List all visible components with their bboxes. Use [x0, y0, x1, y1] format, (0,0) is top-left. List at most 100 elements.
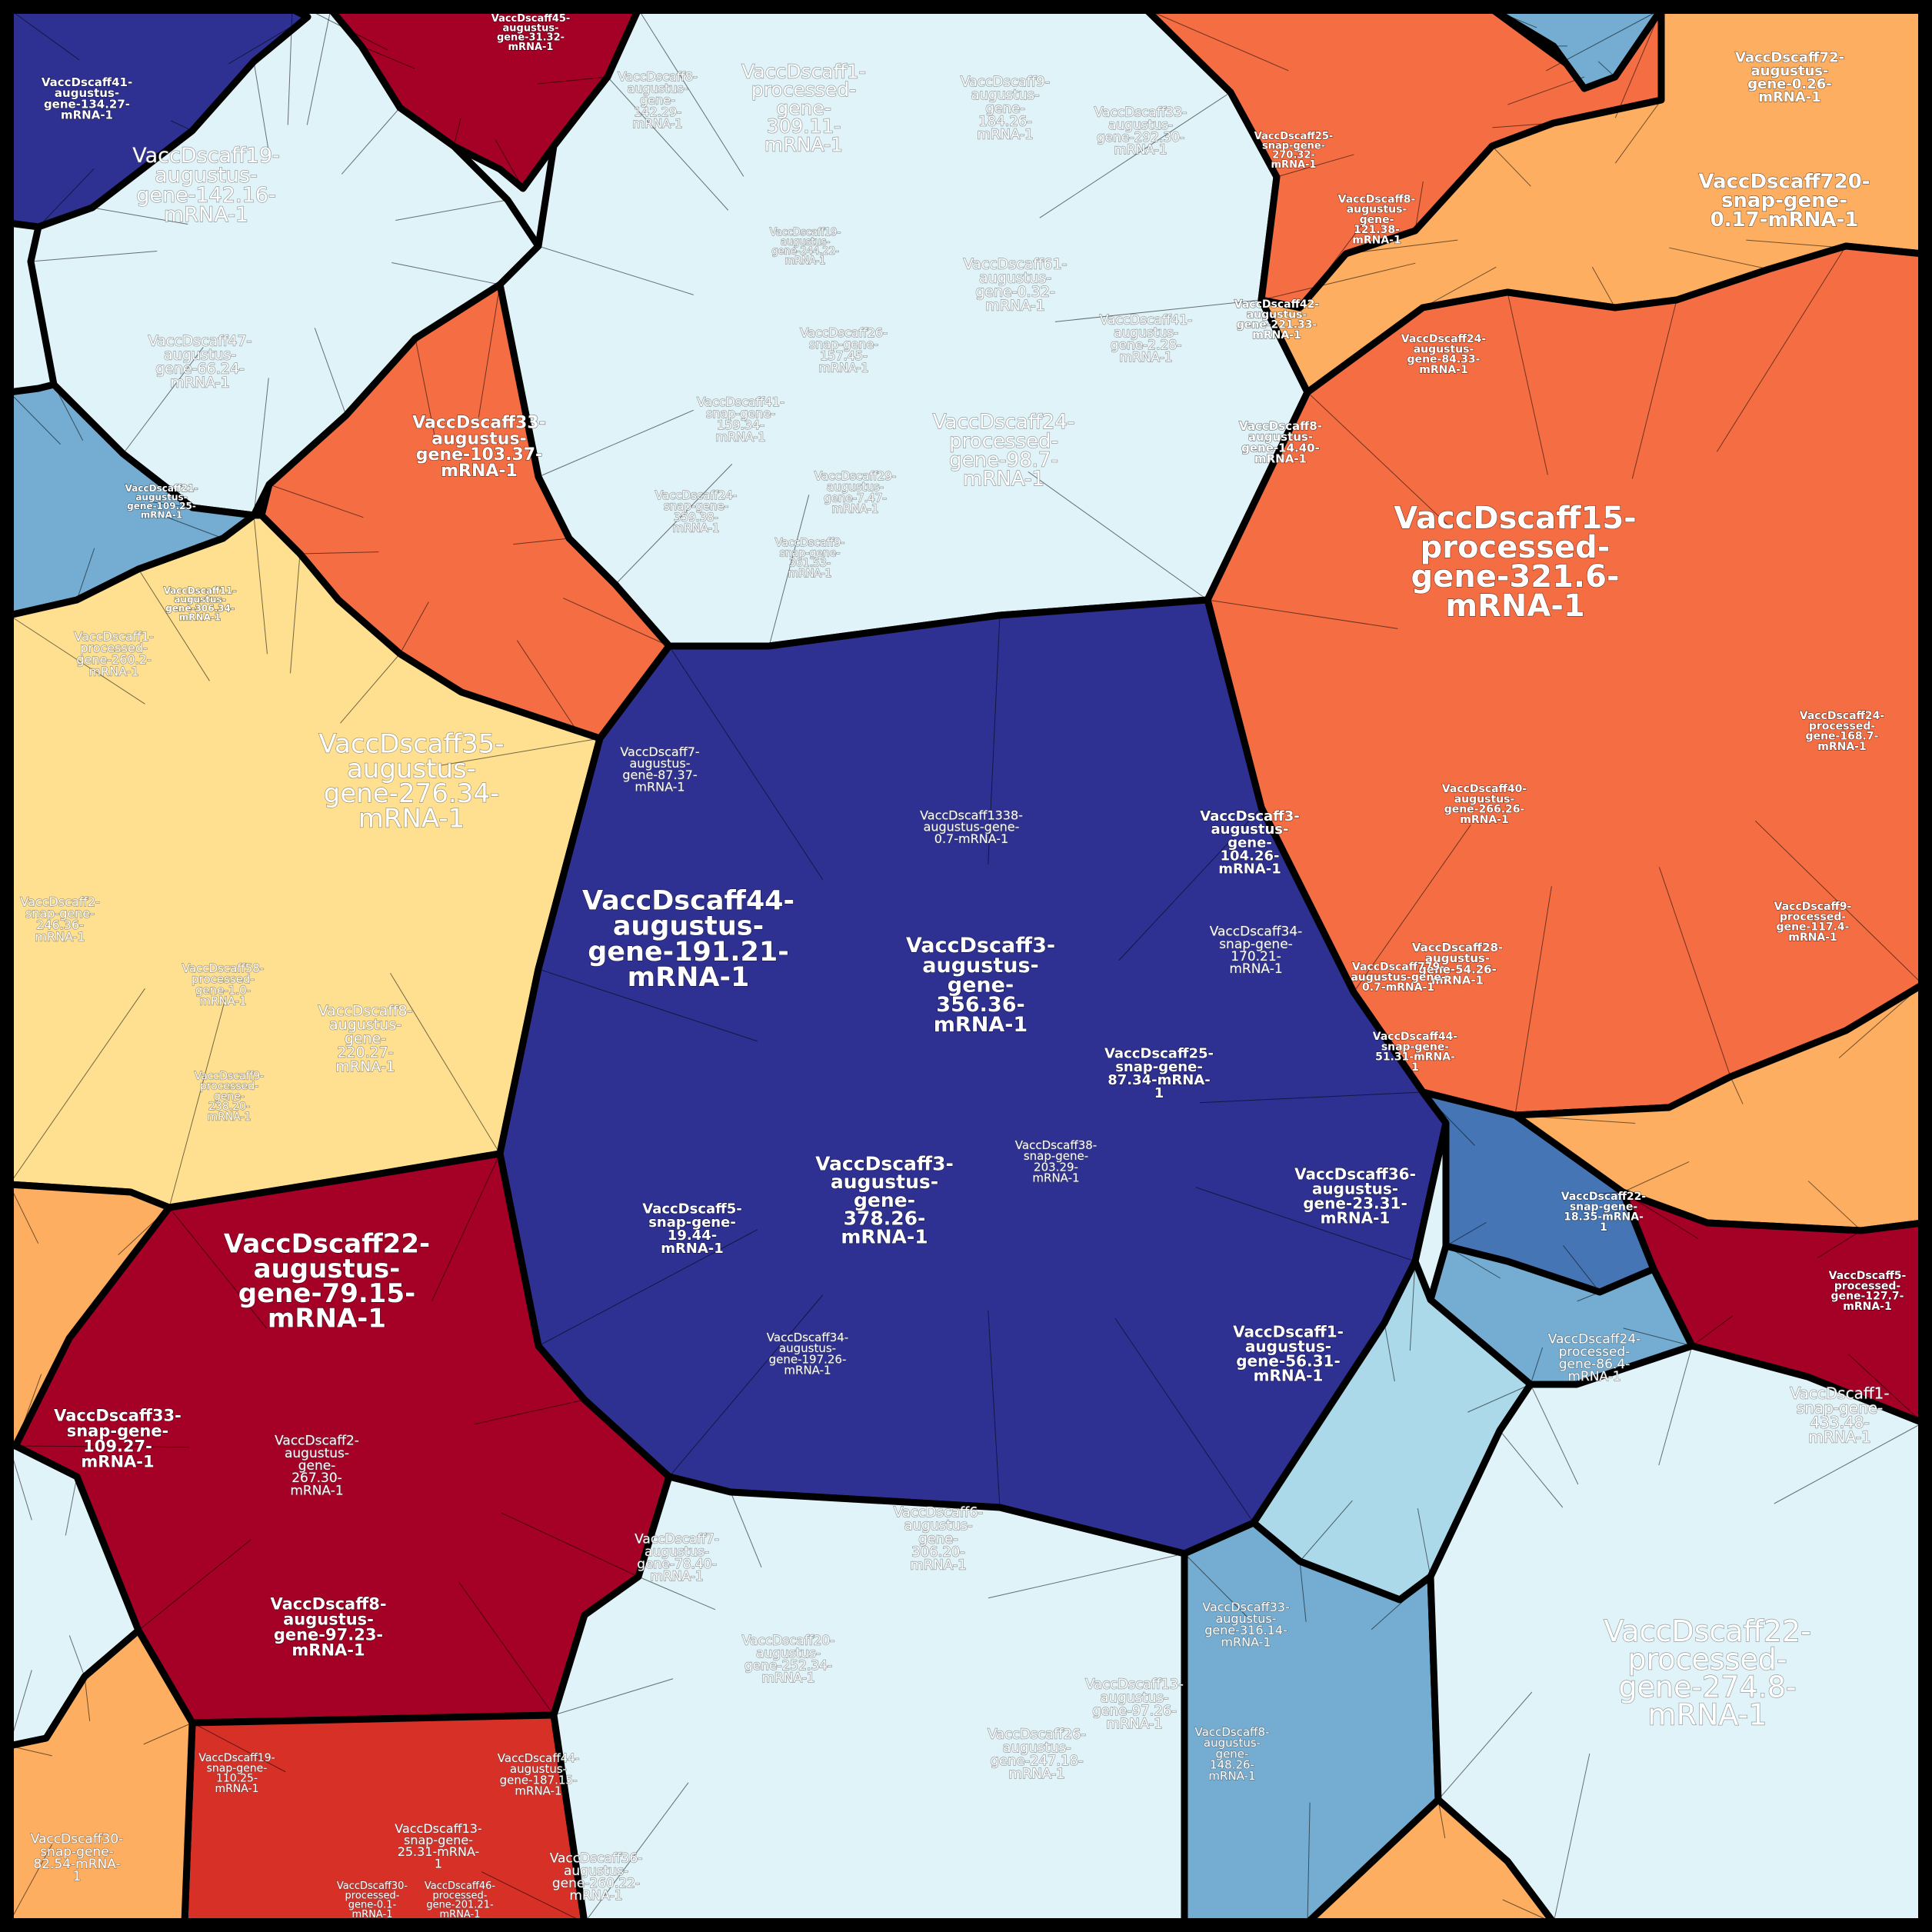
subcell-edge — [1577, 1291, 1601, 1302]
cell-label: VaccDscaff41-augustus-gene-2.28-mRNA-1 — [1100, 313, 1193, 365]
subcell-layer — [8, 8, 1924, 1924]
subcell-edge — [192, 1722, 286, 1773]
subcell-edge — [1409, 1261, 1416, 1351]
cell-label: VaccDscaff7-augustus-gene-87.37-mRNA-1 — [620, 744, 699, 794]
subcell-edge — [1730, 1076, 1744, 1104]
subcell-edge — [170, 120, 193, 132]
subcell-edge — [1755, 820, 1924, 985]
cell-label: VaccDscaff46-processed-gene-201.21-mRNA-… — [425, 1880, 496, 1920]
subcell-edge — [1054, 299, 1262, 322]
cell-label: VaccDscaff22-snap-gene-18.35-mRNA-1 — [1561, 1191, 1647, 1234]
subcell-edge — [538, 245, 694, 295]
subcell-edge — [8, 615, 145, 705]
cell-label: VaccDscaff44-snap-gene-51.31-mRNA-1 — [1373, 1031, 1458, 1074]
cell-label: VaccDscaff15-processed-gene-321.6-mRNA-1 — [1394, 501, 1637, 624]
subcell-edge — [1507, 291, 1548, 475]
subcell-edge — [668, 1294, 824, 1477]
cell-label: VaccDscaff19-augustus-gene-142.16-mRNA-1 — [132, 144, 280, 227]
subcell-edge — [1039, 92, 1231, 218]
subcell-edge — [287, 8, 293, 125]
subcell-edge — [1817, 1230, 1862, 1259]
subcell-edge — [361, 45, 415, 69]
subcell-edge — [474, 1399, 585, 1425]
subcell-edge — [1658, 867, 1731, 1078]
subcell-edge — [143, 1722, 193, 1745]
subcell-edge — [8, 988, 145, 1185]
subcell-edge — [1492, 122, 1554, 128]
cell-label: VaccDscaff40-augustus-gene-266.26-mRNA-1 — [1442, 783, 1527, 826]
subcell-edge — [501, 1512, 639, 1577]
cell-label: VaccDscaff44-augustus-gene-187.15-mRNA-1 — [498, 1751, 579, 1798]
subcell-edge — [1261, 262, 1416, 301]
cell-label: VaccDscaff25-snap-gene-87.34-mRNA-1 — [1104, 1046, 1214, 1101]
subcell-edge — [553, 1678, 674, 1716]
subcell-edge — [1445, 1221, 1487, 1247]
cell-label: VaccDscaff44-augustus-gene-191.21-mRNA-1 — [582, 885, 794, 993]
cell-label: VaccDscaff61-augustus-gene-0.32-mRNA-1 — [964, 256, 1068, 315]
subcell-edge — [30, 250, 158, 262]
cell-label: VaccDscaff2-snap-gene-246.36-mRNA-1 — [20, 894, 99, 944]
subcell-edge — [138, 1539, 251, 1631]
subcell-edge — [1546, 8, 1662, 72]
subcell-edge — [1499, 1430, 1564, 1508]
label-layer: VaccDscaff15-processed-gene-321.6-mRNA-1… — [20, 12, 1907, 1920]
subcell-edge — [1716, 245, 1847, 452]
cell-label: VaccDscaff35-augustus-gene-276.34-mRNA-1 — [318, 728, 504, 834]
subcell-edge — [1622, 1161, 1690, 1193]
cell-label: VaccDscaff28-augustus-gene-54.26-mRNA-1 — [1412, 941, 1503, 988]
subcell-edge — [340, 653, 401, 724]
subcell-edge — [1445, 1245, 1501, 1279]
subcell-edge — [68, 1635, 85, 1677]
region-layer — [5, 5, 1927, 1927]
subcell-edge — [638, 8, 744, 177]
subcell-edge — [1514, 1114, 1636, 1124]
cell-label: VaccDscaff34-snap-gene-170.21-mRNA-1 — [1210, 924, 1303, 977]
subcell-edge — [415, 338, 437, 445]
subcell-edge — [1658, 1345, 1693, 1466]
subcell-edge — [988, 1553, 1185, 1599]
subcell-edge — [395, 199, 508, 221]
cell-label: VaccDscaff7-augustus-gene-78.40-mRNA-1 — [635, 1532, 719, 1584]
cell-label: VaccDscaff41-augustus-gene-134.27-mRNA-1 — [42, 75, 132, 122]
cell-label: VaccDscaff30-processed-gene-0.1-mRNA-1 — [337, 1880, 408, 1920]
subcell-edge — [289, 553, 301, 674]
subcell-edge — [1437, 1799, 1446, 1839]
subcell-edge — [538, 968, 758, 1042]
cell-label: VaccDscaff5-snap-gene-19.44-mRNA-1 — [642, 1201, 741, 1257]
subcell-edge — [1623, 1327, 1693, 1347]
subcell-edge — [1563, 1245, 1601, 1293]
cell-label: VaccDscaff33-augustus-gene-316.14-mRNA-1 — [1202, 1600, 1290, 1650]
subcell-edge — [1307, 1802, 1311, 1924]
cell-label: VaccDscaff9-processed-gene-238.20-mRNA-1 — [195, 1070, 264, 1123]
subcell-edge — [1691, 1315, 1734, 1347]
subcell-edge — [307, 8, 388, 51]
cell-label: VaccDscaff24-processed-gene-86.4-mRNA-1 — [1548, 1332, 1641, 1384]
subcell-edge — [615, 464, 733, 585]
subcell-edge — [53, 384, 84, 441]
cell-label: VaccDscaff1338-augustus-gene-0.7-mRNA-1 — [920, 808, 1023, 845]
subcell-edge — [1195, 1187, 1416, 1262]
cell-label: VaccDscaff30-snap-gene-82.54-mRNA-1 — [31, 1832, 124, 1884]
cell-label: VaccDscaff3-augustus-gene-356.36-mRNA-1 — [906, 934, 1055, 1037]
subcell-edge — [1838, 984, 1924, 1058]
subcell-edge — [607, 76, 729, 211]
cell-label: VaccDscaff24-processed-gene-98.7-mRNA-1 — [933, 411, 1074, 491]
subcell-edge — [299, 551, 379, 555]
cell-label: VaccDscaff9-snap-gene-361.53-mRNA-1 — [775, 537, 844, 580]
cell-label: VaccDscaff8-augustus-gene-14.40-mRNA-1 — [1239, 419, 1322, 466]
subcell-edge — [1669, 247, 1770, 270]
subcell-edge — [1574, 1191, 1624, 1196]
subcell-edge — [1299, 1500, 1353, 1562]
cell-label: VaccDscaff8-augustus-gene-220.27-mRNA-1 — [318, 1003, 413, 1075]
subcell-edge — [440, 738, 601, 766]
subcell-edge — [1422, 266, 1497, 308]
cell-label: VaccDscaff26-augustus-gene-247.18-mRNA-1 — [988, 1727, 1086, 1782]
cell-label: VaccDscaff42-augustus-gene-221.33-mRNA-1 — [1234, 298, 1320, 341]
cell-label: VaccDscaff21-augustus-gene-109.25-mRNA-1 — [125, 483, 198, 520]
cell-label: VaccDscaff19-augustus-gene-244.22-mRNA-1 — [770, 227, 841, 267]
subcell-edge — [8, 1184, 39, 1244]
subcell-edge — [1507, 76, 1585, 105]
